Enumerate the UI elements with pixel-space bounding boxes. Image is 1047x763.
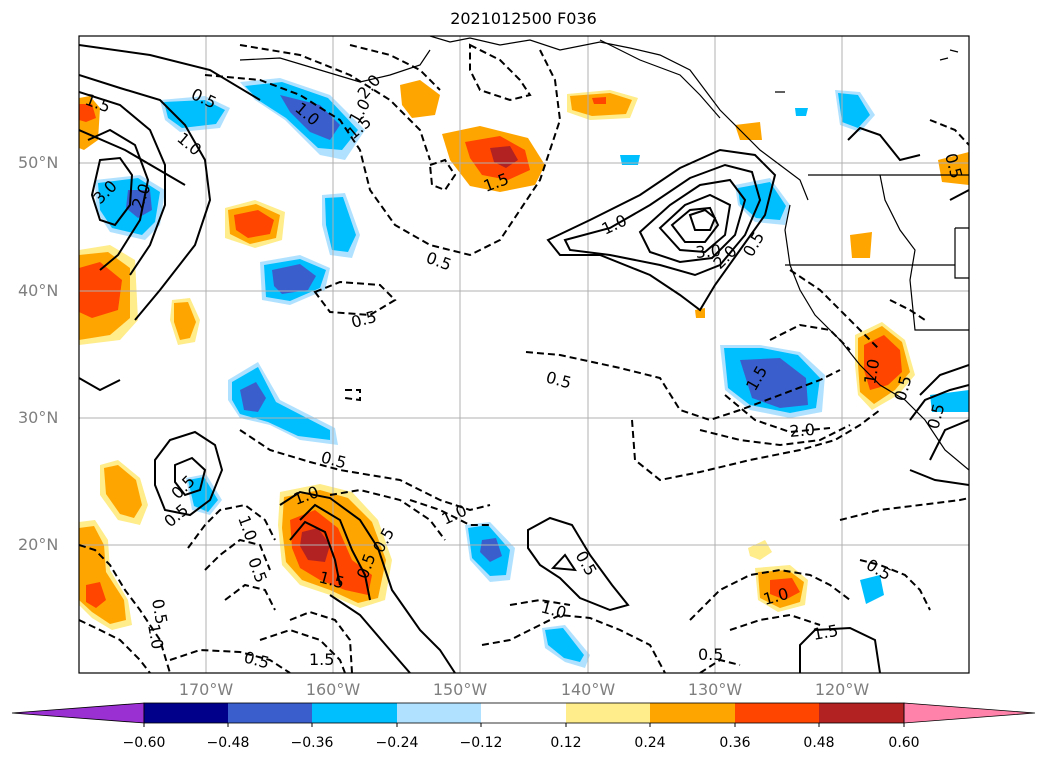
colorbar [11,702,1036,727]
negative-anomaly-regions [95,78,969,668]
colorbar-tick-label: −0.60 [122,735,166,751]
lat-label-30n: 30°N [18,408,59,427]
colorbar-segment [735,703,819,723]
contour-label: 1.0 [144,622,167,650]
colorbar-tick-label: 0.60 [888,735,920,751]
colorbar-extend-max [903,702,1036,724]
map-plot-area: 1.5 0.5 1.0 3.0 2.0 1.0 1.0 2.0 1.5 0.5 … [79,36,969,673]
shaded-anomalies [79,78,969,668]
colorbar-outline [143,702,905,724]
lat-label-50n: 50°N [18,153,59,172]
map-title: 2021012500 F036 [450,9,597,28]
contour-label: 1.5 [811,621,839,644]
colorbar-tick-label: −0.36 [290,735,334,751]
contour-label: 2.0 [789,420,816,441]
map-frame [78,35,970,674]
gridlines [79,36,969,673]
colorbar-tick-label: −0.48 [206,735,250,751]
colorbar-tick-label: −0.12 [459,735,503,751]
colorbar-extend-min [11,702,145,724]
contour-label: 1.5 [309,650,334,669]
lon-label-160w: 160°W [305,680,361,699]
lon-label-170w: 170°W [178,680,234,699]
lon-label-140w: 140°W [560,680,616,699]
lon-label-120w: 120°W [814,680,870,699]
colorbar-segment [566,703,650,723]
colorbar-segment [144,703,228,723]
colorbar-segment [650,703,735,723]
lon-label-150w: 150°W [432,680,488,699]
colorbar-segment [312,703,397,723]
colorbar-tick-label: 0.48 [803,735,835,751]
contour-label: 0.5 [148,597,171,625]
lon-label-130w: 130°W [687,680,743,699]
colorbar-segment [397,703,481,723]
colorbar-tick-label: −0.24 [375,735,419,751]
lat-label-20n: 20°N [18,535,59,554]
contour-label: 3.0 [695,241,722,262]
negative-contours [79,43,969,673]
positive-contours [79,44,969,673]
colorbar-segment [819,703,904,723]
colorbar-tick-label: 0.24 [634,735,666,751]
positive-anomaly-regions [79,80,969,630]
colorbar-segment [228,703,312,723]
contour-label: 1.0 [860,357,883,385]
colorbar-segment [481,703,566,723]
colorbar-tick-label: 0.36 [719,735,751,751]
lat-label-40n: 40°N [18,281,59,300]
contour-label: 0.5 [698,645,723,664]
colorbar-tick-label: 0.12 [550,735,582,751]
